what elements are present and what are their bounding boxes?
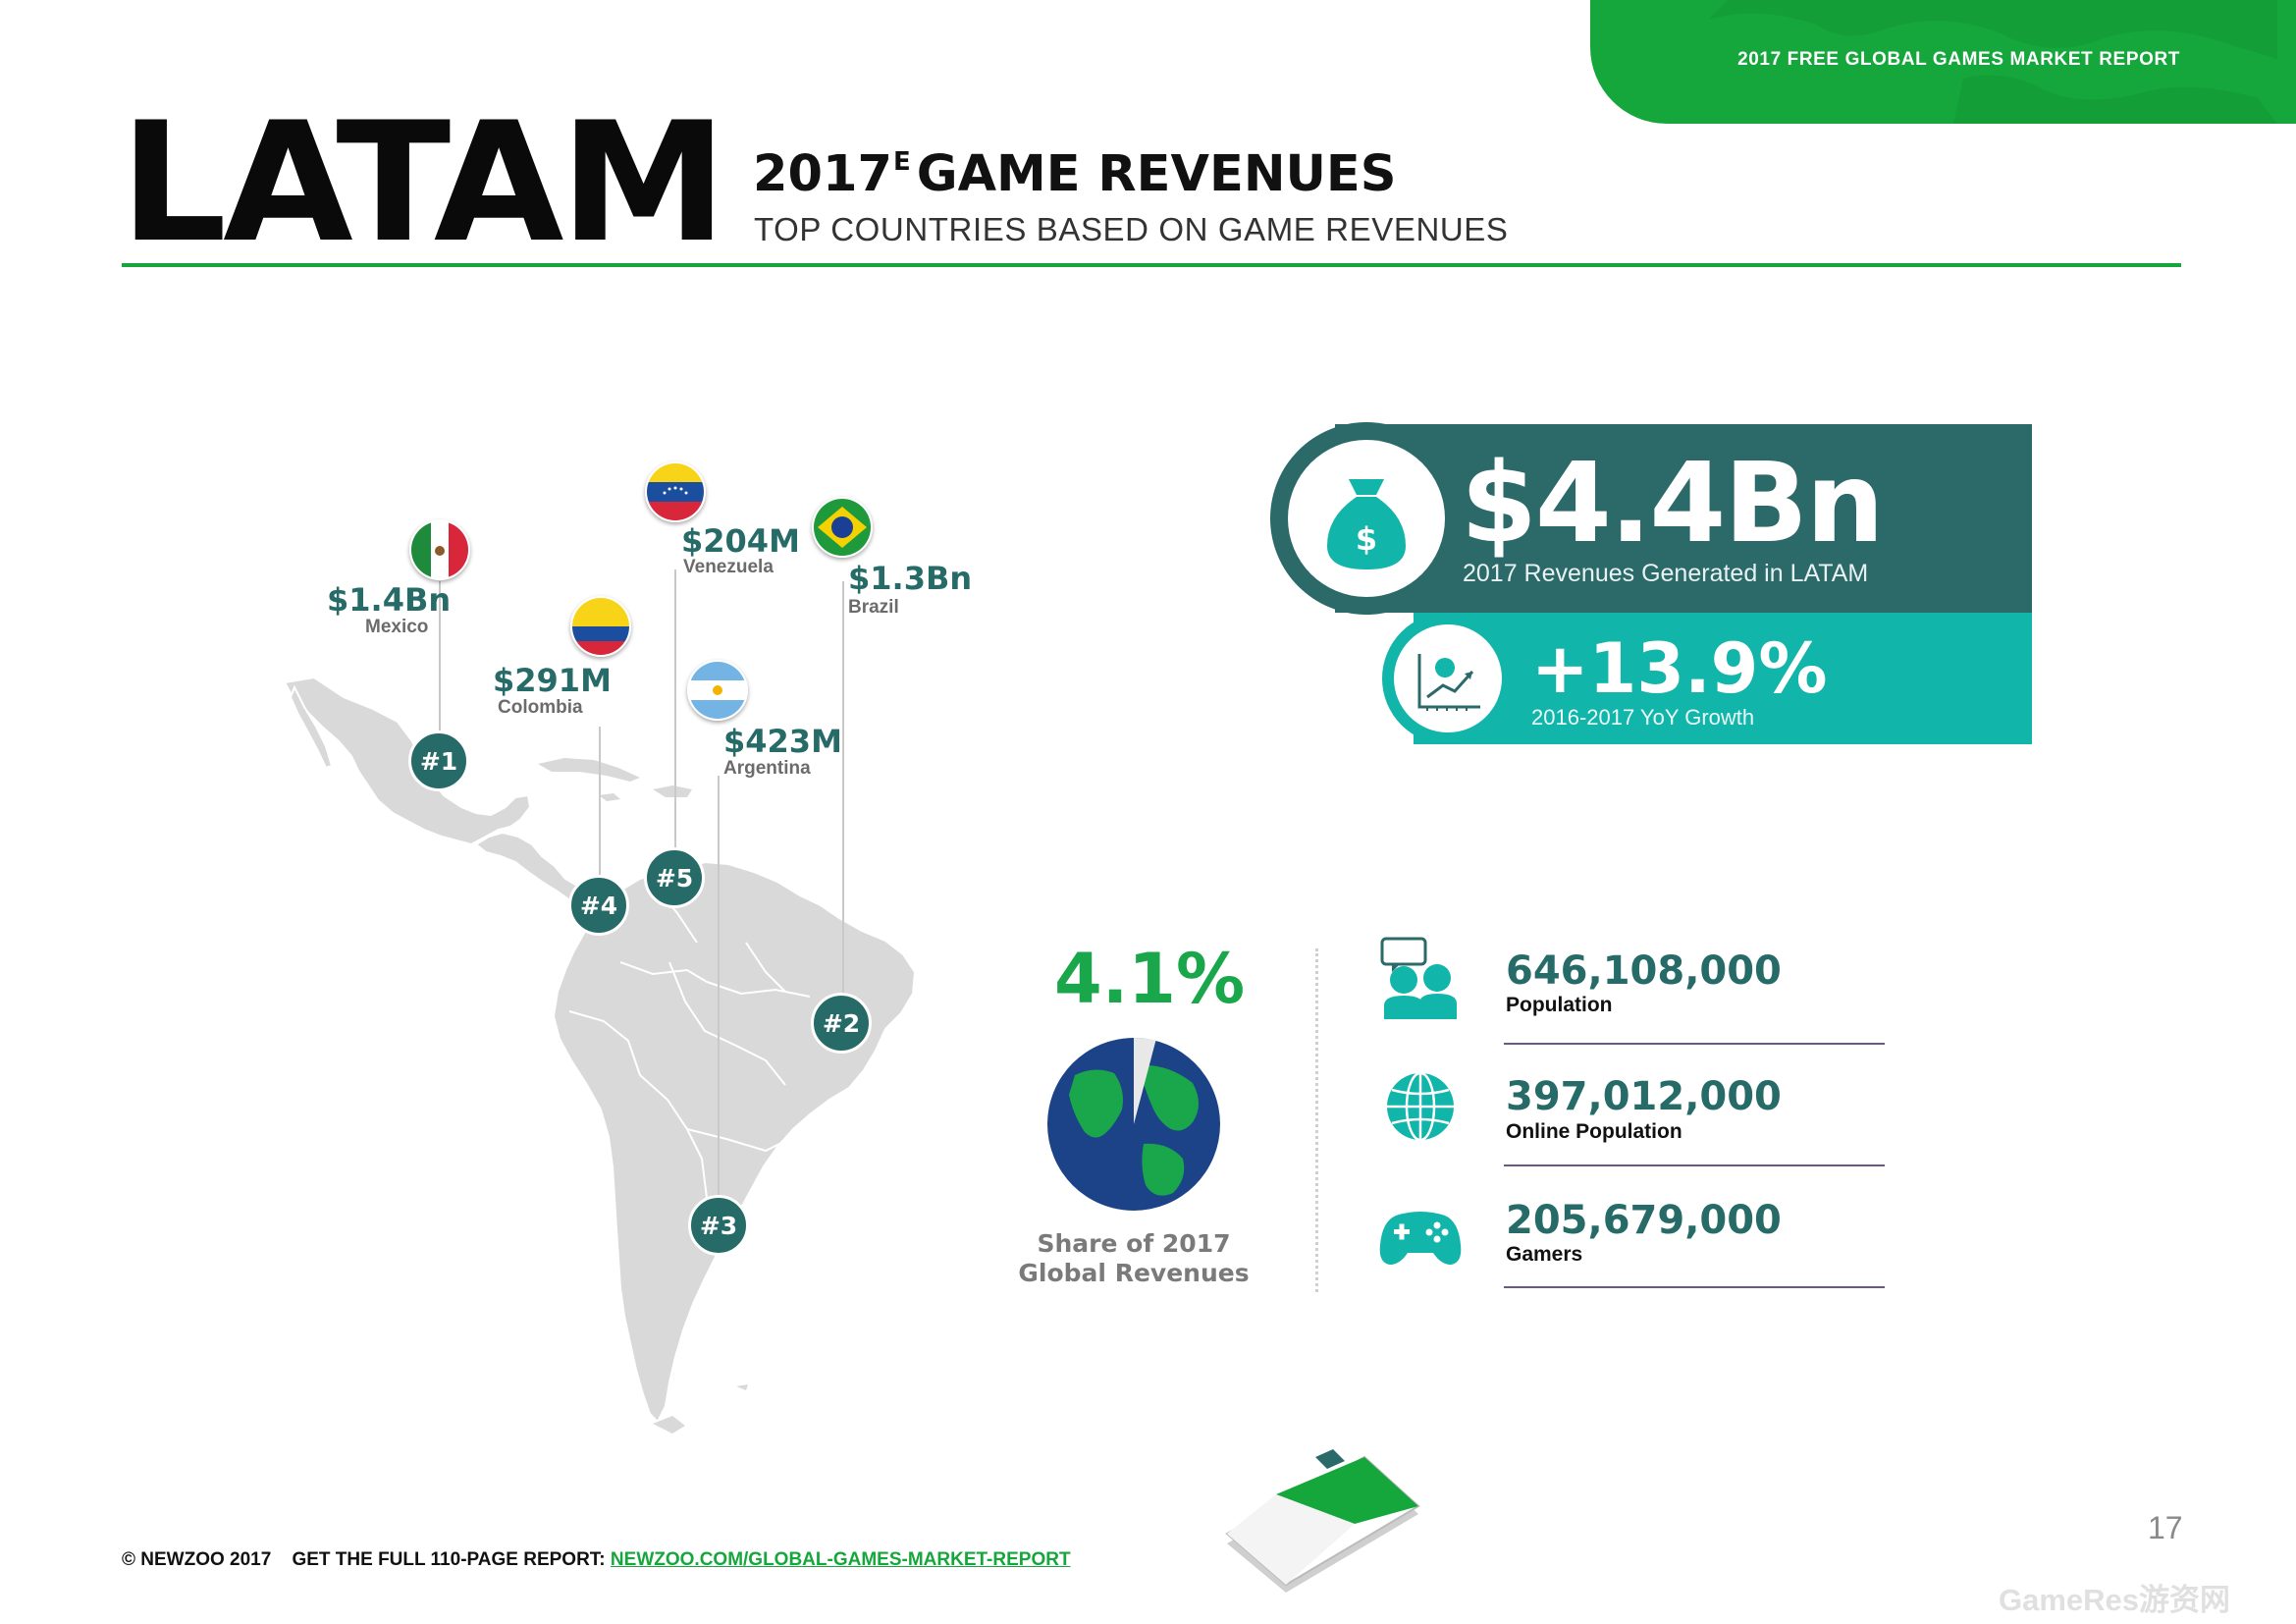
map-cuba bbox=[538, 758, 640, 782]
mexico-label: Mexico bbox=[365, 617, 429, 637]
heading-estimate-mark: E bbox=[892, 147, 911, 177]
section-subheading: TOP COUNTRIES BASED ON GAME REVENUES bbox=[754, 211, 1509, 247]
map-hispaniola bbox=[653, 785, 692, 797]
copyright: © NEWZOO 2017 bbox=[122, 1549, 272, 1570]
header-divider bbox=[122, 263, 2181, 267]
report-cover-image bbox=[1225, 1449, 1420, 1593]
report-title-tab: 2017 FREE GLOBAL GAMES MARKET REPORT bbox=[1737, 49, 2180, 70]
pin-brazil bbox=[842, 581, 844, 1013]
online-population-label: Online Population bbox=[1506, 1120, 1682, 1143]
share-caption-line1: Share of 2017 bbox=[1037, 1229, 1231, 1258]
heading-text: GAME REVENUES bbox=[916, 145, 1397, 203]
colombia-revenue: $291M bbox=[493, 662, 612, 699]
revenue-value: $4.4Bn bbox=[1461, 440, 1884, 568]
mexico-revenue: $1.4Bn bbox=[327, 581, 452, 619]
latam-map bbox=[283, 676, 917, 1434]
rank-badge-brazil: #2 bbox=[811, 993, 872, 1054]
rank-badge-argentina: #3 bbox=[688, 1195, 749, 1256]
growth-value: +13.9% bbox=[1531, 628, 1828, 709]
world-map-texture bbox=[1708, 0, 2277, 124]
map-baja bbox=[289, 684, 334, 770]
venezuela-label: Venezuela bbox=[683, 557, 774, 577]
brazil-revenue: $1.3Bn bbox=[848, 560, 973, 597]
map-tierra-del-fuego bbox=[653, 1416, 685, 1434]
mexico-flag bbox=[409, 519, 470, 580]
watermark: GameRes游资网 bbox=[1999, 1583, 2231, 1617]
colombia-flag bbox=[570, 596, 631, 657]
online-population-value: 397,012,000 bbox=[1506, 1074, 1782, 1119]
pin-colombia bbox=[599, 727, 601, 903]
rank-badge-venezuela: #5 bbox=[644, 847, 705, 908]
share-slice bbox=[1134, 1038, 1156, 1124]
map-mexico bbox=[283, 676, 532, 846]
section-heading: 2017E GAME REVENUES bbox=[753, 145, 1396, 203]
globe-share-chart bbox=[1047, 1038, 1220, 1211]
revenue-caption: 2017 Revenues Generated in LATAM bbox=[1463, 560, 1869, 587]
page-title: LATAM bbox=[120, 86, 727, 279]
header-banner: 2017 FREE GLOBAL GAMES MARKET REPORT bbox=[1590, 0, 2296, 124]
pin-venezuela bbox=[674, 569, 676, 864]
argentina-revenue: $423M bbox=[723, 723, 842, 760]
brazil-label: Brazil bbox=[848, 597, 899, 618]
venezuela-flag bbox=[645, 461, 706, 522]
section-divider bbox=[1315, 948, 1318, 1292]
rank-badge-colombia: #4 bbox=[568, 875, 629, 936]
footer: © NEWZOO 2017 GET THE FULL 110-PAGE REPO… bbox=[122, 1549, 1071, 1571]
footer-cta: GET THE FULL 110-PAGE REPORT: bbox=[292, 1549, 606, 1570]
svg-text:$: $ bbox=[1356, 520, 1377, 558]
revenue-icon-holder: $ bbox=[1288, 440, 1445, 597]
colombia-label: Colombia bbox=[498, 697, 583, 718]
brazil-flag bbox=[812, 497, 873, 558]
population-rule bbox=[1504, 1043, 1885, 1045]
population-value: 646,108,000 bbox=[1506, 948, 1782, 994]
online-population-rule bbox=[1504, 1164, 1885, 1166]
people-icon bbox=[1380, 937, 1457, 1019]
venezuela-revenue: $204M bbox=[681, 522, 800, 560]
share-value: 4.1% bbox=[1054, 939, 1246, 1019]
share-caption-line2: Global Revenues bbox=[1018, 1259, 1250, 1287]
pin-mexico bbox=[439, 581, 441, 748]
map-jamaica bbox=[599, 793, 620, 801]
heading-year: 2017 bbox=[753, 145, 892, 203]
money-bag-icon: $ bbox=[1327, 479, 1406, 569]
growth-caption: 2016-2017 YoY Growth bbox=[1531, 705, 1755, 730]
gamers-rule bbox=[1504, 1286, 1885, 1288]
map-falklands bbox=[736, 1384, 748, 1390]
page-number: 17 bbox=[2148, 1510, 2183, 1545]
gamers-label: Gamers bbox=[1506, 1243, 1583, 1266]
globe-icon bbox=[1387, 1071, 1454, 1142]
growth-chart-icon bbox=[1417, 654, 1480, 711]
pin-argentina bbox=[718, 776, 720, 1208]
argentina-label: Argentina bbox=[723, 758, 811, 779]
population-label: Population bbox=[1506, 994, 1613, 1016]
report-link[interactable]: NEWZOO.COM/GLOBAL-GAMES-MARKET-REPORT bbox=[610, 1549, 1071, 1570]
argentina-flag bbox=[687, 660, 748, 721]
growth-icon-holder bbox=[1394, 624, 1502, 732]
gamepad-icon bbox=[1379, 1212, 1462, 1265]
gamers-value: 205,679,000 bbox=[1506, 1198, 1782, 1243]
rank-badge-mexico: #1 bbox=[408, 731, 469, 791]
growth-panel bbox=[1414, 613, 2032, 744]
